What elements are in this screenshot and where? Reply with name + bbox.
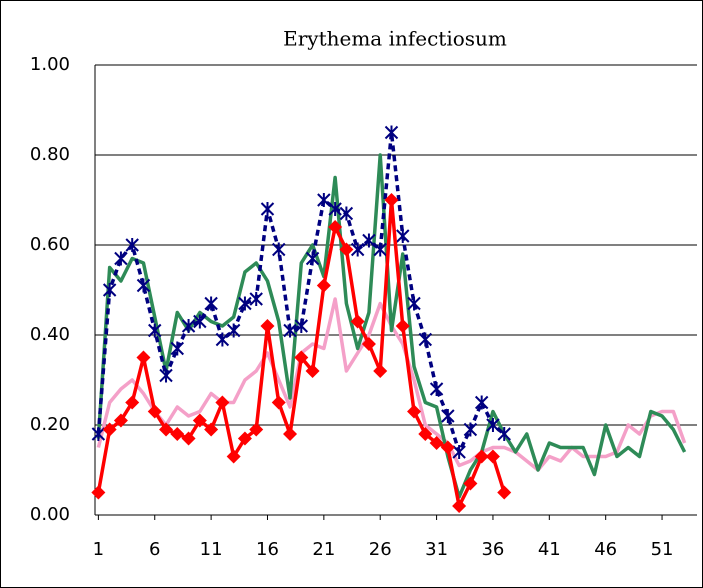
point xyxy=(91,427,106,441)
point xyxy=(272,242,286,257)
x-tick-label: 6 xyxy=(149,539,160,560)
point xyxy=(407,404,422,419)
point xyxy=(452,445,466,459)
point xyxy=(125,395,140,410)
point xyxy=(136,350,151,365)
x-tick-label: 1 xyxy=(93,539,104,560)
point xyxy=(486,418,500,432)
point xyxy=(317,193,331,207)
y-tick-label: 0.40 xyxy=(30,324,70,345)
point xyxy=(497,427,511,441)
point xyxy=(181,431,196,446)
point xyxy=(260,319,275,333)
point xyxy=(294,319,309,333)
point xyxy=(328,220,343,234)
point xyxy=(249,292,263,306)
point xyxy=(204,422,219,437)
point xyxy=(463,422,478,437)
point xyxy=(395,319,410,333)
point xyxy=(373,242,387,257)
point xyxy=(193,314,207,329)
point xyxy=(113,413,128,428)
point xyxy=(497,485,512,500)
x-tick-label: 36 xyxy=(481,539,504,560)
point xyxy=(294,350,309,365)
point xyxy=(192,413,207,428)
point xyxy=(396,229,410,243)
point xyxy=(170,427,185,441)
point xyxy=(181,319,196,333)
point xyxy=(147,404,162,419)
point xyxy=(148,323,162,338)
point xyxy=(204,296,218,311)
point xyxy=(215,395,230,410)
point xyxy=(170,341,185,356)
point xyxy=(305,251,320,266)
point xyxy=(91,485,106,500)
x-tick-label: 26 xyxy=(369,539,392,560)
x-tick-label: 16 xyxy=(256,539,279,560)
chart-title: Erythema infectiosum xyxy=(283,27,507,51)
y-tick-label: 0.20 xyxy=(30,414,70,435)
point xyxy=(384,193,399,207)
point xyxy=(485,449,500,464)
point xyxy=(271,395,286,410)
point xyxy=(418,427,433,441)
point xyxy=(125,238,139,252)
point xyxy=(350,242,365,257)
point xyxy=(339,206,354,221)
x-tick-label: 46 xyxy=(594,539,617,560)
point xyxy=(283,323,297,338)
point xyxy=(418,332,433,347)
point xyxy=(260,202,275,216)
point xyxy=(350,314,365,329)
point xyxy=(429,436,444,450)
point xyxy=(441,409,455,423)
point xyxy=(316,278,331,293)
y-tick-label: 0.00 xyxy=(30,504,70,525)
point xyxy=(474,395,489,410)
point xyxy=(102,283,117,297)
point xyxy=(159,368,173,383)
point xyxy=(102,422,117,437)
x-tick-label: 41 xyxy=(538,539,561,560)
x-tick-label: 11 xyxy=(200,539,223,560)
point xyxy=(474,449,489,464)
point xyxy=(226,323,241,338)
point xyxy=(305,364,320,378)
point xyxy=(339,242,354,257)
point xyxy=(226,449,241,464)
y-tick-label: 1.00 xyxy=(30,54,70,75)
point xyxy=(452,499,467,513)
point xyxy=(362,233,376,248)
x-tick-label: 21 xyxy=(312,539,335,560)
point xyxy=(440,440,455,455)
x-tick-label: 51 xyxy=(651,539,674,560)
point xyxy=(136,278,151,293)
point xyxy=(159,422,174,437)
y-tick-label: 0.60 xyxy=(30,234,70,255)
point xyxy=(283,427,298,441)
point xyxy=(384,125,399,140)
point xyxy=(463,476,478,491)
point xyxy=(237,431,252,446)
y-tick-label: 0.80 xyxy=(30,144,70,165)
point xyxy=(238,296,252,311)
point xyxy=(407,296,421,311)
point xyxy=(373,364,388,378)
point xyxy=(249,422,264,437)
x-tick-label: 31 xyxy=(425,539,448,560)
point xyxy=(114,251,128,266)
point xyxy=(328,202,342,216)
point xyxy=(361,337,376,351)
point xyxy=(429,382,444,396)
point xyxy=(215,332,230,347)
